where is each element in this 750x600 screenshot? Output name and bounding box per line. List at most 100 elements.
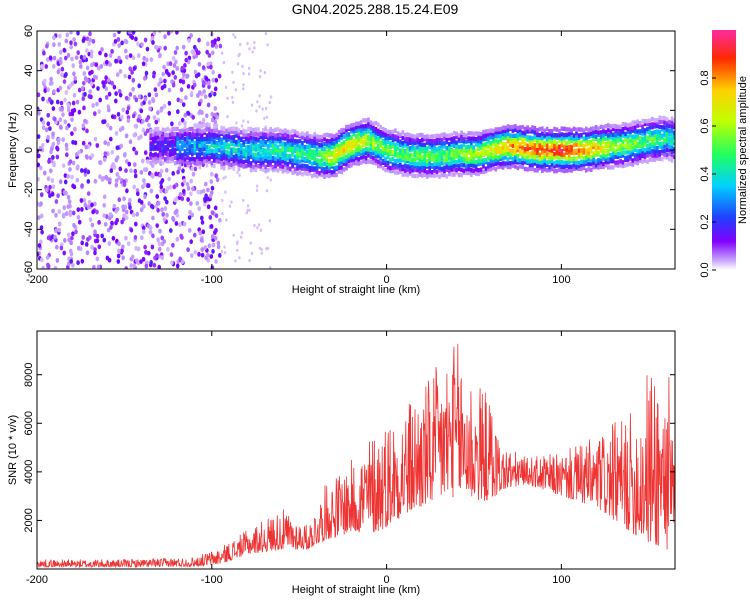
heatmap-cell <box>602 132 605 138</box>
heatmap-cell <box>526 125 529 130</box>
heatmap-noise-cell <box>141 158 145 164</box>
heatmap-cell <box>384 167 387 173</box>
heatmap-noise-cell <box>214 228 218 233</box>
heatmap-cell <box>514 159 517 164</box>
heatmap-cell <box>200 159 204 164</box>
heatmap-cell <box>660 141 664 146</box>
heatmap-noise-cell <box>242 72 245 76</box>
heatmap-cell <box>298 139 302 144</box>
heatmap-cell <box>597 130 600 135</box>
heatmap-cell <box>611 154 615 160</box>
heatmap-cell <box>217 141 221 146</box>
heatmap-cell <box>548 151 551 156</box>
heatmap-cell <box>443 132 446 137</box>
heatmap-cell <box>560 152 564 157</box>
heatmap-cell <box>479 169 483 175</box>
heatmap-cell <box>421 155 424 160</box>
heatmap-noise-cell <box>208 193 213 199</box>
heatmap-cell <box>421 168 424 173</box>
heatmap-cell <box>611 139 615 145</box>
heatmap-cell <box>567 156 571 161</box>
heatmap-cell <box>482 164 485 169</box>
heatmap-cell <box>494 138 498 143</box>
heatmap-cell <box>548 165 551 170</box>
heatmap-noise-cell <box>130 70 134 75</box>
heatmap-noise-cell <box>90 222 95 228</box>
heatmap-cell <box>660 127 664 132</box>
heatmap-noise-cell <box>242 119 245 123</box>
heatmap-cell <box>362 150 365 156</box>
heatmap-cell <box>592 144 595 150</box>
heatmap-cell <box>460 138 463 144</box>
heatmap-cell <box>589 161 593 167</box>
heatmap-cell <box>528 166 532 171</box>
heatmap-cell <box>178 129 182 134</box>
heatmap-cell <box>418 146 422 152</box>
heatmap-cell <box>381 166 385 171</box>
heatmap-cell <box>506 127 510 132</box>
heatmap-cell <box>377 131 380 136</box>
heatmap-cell <box>220 150 223 155</box>
heatmap-cell <box>553 126 556 132</box>
heatmap-cell <box>629 129 632 134</box>
heatmap-cell <box>377 154 380 159</box>
heatmap-cell <box>384 135 387 141</box>
heatmap-cell <box>391 133 395 138</box>
heatmap-noise-cell <box>181 168 185 174</box>
heatmap-cell <box>364 123 368 129</box>
heatmap-cell <box>276 154 280 160</box>
heatmap-cell <box>492 155 495 161</box>
heatmap-cell <box>247 144 250 150</box>
heatmap-noise-cell <box>81 96 86 102</box>
heatmap-cell <box>279 160 282 165</box>
spectrogram-y-axis-label: Frequency (Hz) <box>7 112 19 188</box>
heatmap-noise-cell <box>50 178 55 183</box>
heatmap-cell <box>440 132 444 138</box>
heatmap-noise-cell <box>85 65 90 71</box>
heatmap-cell <box>247 155 250 160</box>
heatmap-cell <box>401 164 405 169</box>
heatmap-cell <box>244 131 248 137</box>
heatmap-noise-cell <box>114 131 119 136</box>
heatmap-cell <box>472 136 475 141</box>
heatmap-cell <box>555 141 559 146</box>
heatmap-cell <box>403 168 407 173</box>
heatmap-cell <box>433 134 436 139</box>
heatmap-cell <box>345 166 348 171</box>
heatmap-cell <box>293 132 297 138</box>
heatmap-noise-cell <box>59 100 64 106</box>
heatmap-cell <box>225 149 228 155</box>
heatmap-cell <box>310 153 314 158</box>
heatmap-cell <box>161 155 165 160</box>
heatmap-cell <box>587 147 591 152</box>
heatmap-cell <box>668 132 671 137</box>
heatmap-noise-cell <box>131 113 136 119</box>
heatmap-cell <box>570 128 573 133</box>
heatmap-cell <box>377 128 380 133</box>
heatmap-cell <box>602 136 605 141</box>
heatmap-noise-cell <box>71 263 75 268</box>
heatmap-cell <box>467 138 471 144</box>
heatmap-cell <box>604 142 608 147</box>
snr-x-tick-label: -100 <box>201 574 223 586</box>
heatmap-cell <box>430 152 434 158</box>
heatmap-cell <box>337 129 341 135</box>
heatmap-cell <box>641 159 644 164</box>
heatmap-noise-cell <box>135 211 139 217</box>
heatmap-cell <box>536 153 539 159</box>
heatmap-cell <box>457 159 461 164</box>
heatmap-cell <box>443 141 446 146</box>
heatmap-noise-cell <box>169 252 174 257</box>
heatmap-cell <box>425 148 429 154</box>
heatmap-cell <box>166 155 170 161</box>
heatmap-cell <box>296 151 299 156</box>
heatmap-cell <box>193 128 197 134</box>
heatmap-cell <box>416 168 419 173</box>
heatmap-cell <box>262 167 265 172</box>
heatmap-noise-cell <box>154 119 159 125</box>
heatmap-cell <box>377 159 380 164</box>
heatmap-cell <box>188 131 192 137</box>
heatmap-noise-cell <box>162 83 167 89</box>
heatmap-cell <box>656 156 659 161</box>
heatmap-noise-cell <box>136 117 141 123</box>
